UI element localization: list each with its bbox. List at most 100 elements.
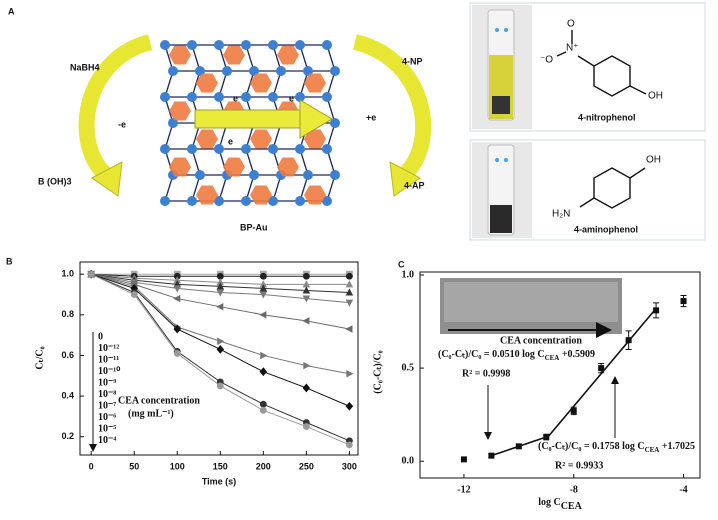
marker (570, 407, 577, 414)
y-tick-label: 0.6 (61, 350, 74, 360)
marker (515, 443, 522, 450)
gold-nanoparticle (196, 73, 218, 93)
marker (259, 367, 268, 377)
right-arrow (352, 34, 432, 185)
legend-entry: 10⁻⁷ (98, 400, 116, 411)
electron: e (289, 93, 294, 103)
phosphorus-atom (187, 40, 197, 50)
marker (302, 295, 311, 303)
phosphorus-atom (160, 196, 170, 206)
y-axis-label: Cₜ/C₀ (34, 346, 45, 369)
marker (216, 344, 225, 354)
x-tick-label: 150 (213, 461, 228, 471)
electron: e (233, 93, 238, 103)
marker (216, 289, 225, 297)
fit-equation-tail: +1.7025 (659, 441, 695, 452)
gold-nanoparticle (169, 157, 191, 177)
phosphorus-atom (268, 144, 278, 154)
electron-arrow (194, 99, 333, 139)
marker (216, 302, 224, 311)
phosphorus-atom (268, 40, 278, 50)
x-axis-label: Time (s) (202, 476, 236, 486)
electron-loss: -e (118, 119, 126, 129)
legend-unit: (mg mL⁻¹) (128, 408, 174, 419)
marker (302, 272, 310, 280)
marker (625, 337, 632, 344)
x-tick-label: 0 (89, 461, 94, 471)
boron-product: B (OH)3 (38, 176, 72, 186)
aminophenol-nh2: H₂N (552, 209, 570, 220)
phosphorus-atom (295, 196, 305, 206)
phosphorus-atom (241, 196, 251, 206)
y-tick-label: 0.5 (402, 362, 415, 373)
gold-nanoparticle (304, 73, 326, 93)
marker (345, 299, 354, 307)
phosphorus-atom (160, 40, 170, 50)
marker (346, 369, 354, 378)
marker (302, 383, 311, 393)
marker (653, 307, 660, 314)
marker (130, 283, 138, 293)
marker (173, 294, 181, 303)
fit-equation-tail: +0.5909 (559, 349, 595, 360)
marker (173, 324, 181, 334)
product: 4-AP (404, 180, 425, 190)
phosphorus-atom (322, 92, 332, 102)
aminophenol-box (469, 139, 706, 241)
marker (345, 441, 353, 449)
phosphorus-atom (160, 92, 170, 102)
fit-equation-sub: CEA (545, 354, 560, 362)
marker (173, 350, 181, 357)
legend-entry: 10⁻⁶ (98, 412, 116, 423)
plot-frame (79, 261, 359, 456)
marker (260, 351, 268, 360)
marker (87, 270, 95, 278)
phosphorus-atom (214, 92, 224, 102)
aminophenol-oh: OH (646, 155, 661, 166)
marker (345, 272, 353, 280)
marker (598, 365, 605, 372)
phosphorus-atom (322, 40, 332, 50)
legend-entry: 10⁻¹¹ (98, 354, 119, 365)
r-squared: R² = 0.9998 (462, 368, 510, 379)
y-tick-label: 0.8 (61, 309, 74, 319)
phosphorus-atom (187, 196, 197, 206)
x-tick-label: -8 (570, 484, 578, 495)
phosphorus-atom (214, 40, 224, 50)
marker (259, 291, 268, 299)
phosphorus-atom (195, 170, 205, 180)
nitrophenol-box (469, 2, 706, 132)
gold-nanoparticle (304, 185, 326, 205)
gold-nanoparticle (169, 45, 191, 65)
marker (680, 298, 687, 305)
y-tick-label: 1.0 (61, 269, 74, 279)
r-squared: R² = 0.9933 (555, 460, 603, 471)
legend-entry: 0 (98, 331, 103, 342)
legend-entry: 10⁻⁸ (98, 389, 116, 400)
marker (259, 406, 267, 414)
marker (216, 282, 225, 290)
phosphorus-atom (330, 170, 340, 180)
legend-entry: 10⁻⁴ (98, 435, 116, 446)
gold-nanoparticle (250, 73, 272, 93)
panel-label: B (6, 256, 13, 266)
x-tick-label: 100 (170, 461, 185, 471)
marker (460, 456, 467, 463)
phosphorus-atom (303, 170, 313, 180)
marker (217, 337, 225, 345)
panel-label: A (8, 6, 15, 16)
x-tick-label: -4 (679, 484, 687, 495)
fit-equation-sub: CEA (645, 446, 660, 454)
phosphorus-atom (241, 40, 251, 50)
marker (345, 288, 354, 296)
marker (216, 272, 224, 280)
marker (173, 276, 181, 284)
x-tick-label: -12 (457, 484, 470, 495)
x-axis-label-sub: CEA (561, 501, 583, 512)
nitrophenol-name: 4-nitrophenol (578, 112, 636, 122)
phosphorus-atom (295, 40, 305, 50)
y-tick-label: 0.4 (61, 390, 74, 400)
catalyst: BP-Au (240, 222, 268, 232)
electron-gain: +e (366, 112, 376, 122)
